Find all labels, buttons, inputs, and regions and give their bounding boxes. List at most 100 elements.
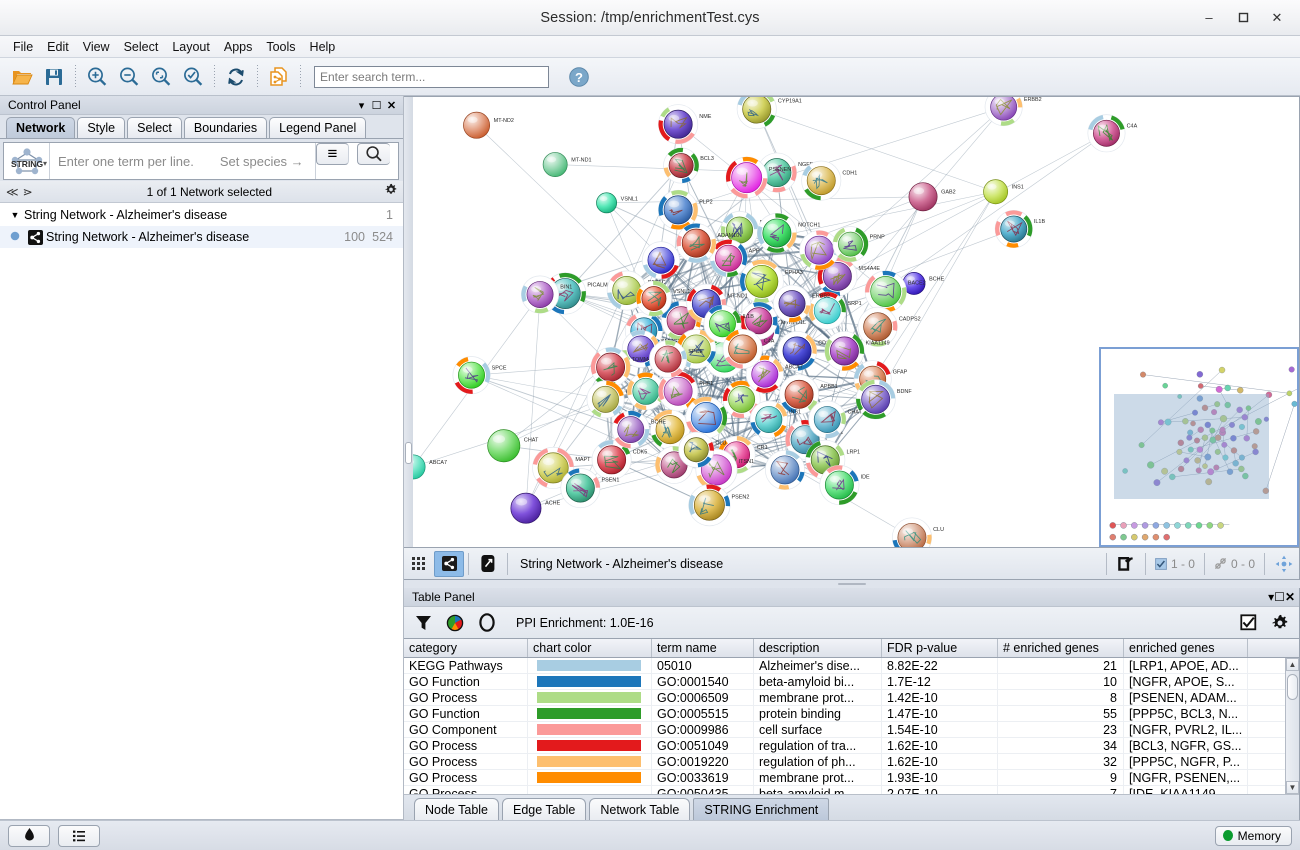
center-network-button[interactable] bbox=[1269, 551, 1299, 577]
network-node[interactable]: ADAM10 bbox=[676, 223, 740, 264]
network-node[interactable]: CHAT bbox=[487, 429, 539, 463]
column-header-term_name[interactable]: term name bbox=[652, 639, 754, 657]
menu-edit[interactable]: Edit bbox=[47, 39, 69, 54]
refresh-button[interactable] bbox=[220, 61, 252, 93]
zoom-out-button[interactable] bbox=[113, 61, 145, 93]
node-sphere[interactable] bbox=[681, 228, 711, 258]
network-node[interactable]: BCL3 bbox=[663, 147, 714, 184]
node-sphere[interactable] bbox=[908, 182, 938, 212]
enrichment-table[interactable]: category chart color term name description F… bbox=[404, 639, 1299, 794]
network-node[interactable]: PLP2 bbox=[658, 189, 713, 230]
network-node[interactable]: ACHE bbox=[510, 492, 561, 524]
table-row[interactable]: GO Function GO:0001540 beta-amyloid bi... 1… bbox=[404, 674, 1299, 690]
network-node[interactable]: MT-ND2 bbox=[463, 111, 514, 139]
donut-chart-button[interactable] bbox=[476, 611, 498, 635]
open-folder-button[interactable] bbox=[6, 61, 38, 93]
network-node[interactable]: GAB2 bbox=[908, 182, 956, 212]
network-node[interactable]: SRP1 bbox=[808, 291, 862, 330]
network-node[interactable]: C4A bbox=[1087, 114, 1138, 153]
table-row[interactable]: GO Process GO:0051049 regulation of tra...… bbox=[404, 738, 1299, 754]
column-header-n_genes[interactable]: # enriched genes bbox=[998, 639, 1124, 657]
menu-file[interactable]: File bbox=[13, 39, 34, 54]
birds-eye-view[interactable] bbox=[1099, 347, 1299, 547]
string-logo-icon[interactable]: STRING ▾ bbox=[4, 143, 50, 179]
node-sphere[interactable] bbox=[596, 352, 626, 382]
pie-chart-button[interactable] bbox=[444, 611, 466, 635]
network-node[interactable]: NOTCH1 bbox=[756, 213, 820, 254]
node-sphere[interactable] bbox=[487, 429, 521, 463]
node-sphere[interactable] bbox=[596, 192, 618, 214]
network-node[interactable]: INS1 bbox=[983, 179, 1024, 205]
node-sphere[interactable] bbox=[617, 416, 645, 444]
table-scrollbar-thumb[interactable] bbox=[1287, 674, 1298, 700]
node-sphere[interactable] bbox=[990, 97, 1018, 121]
network-node[interactable]: S1P bbox=[722, 380, 772, 419]
node-sphere[interactable] bbox=[813, 406, 841, 433]
task-list-button[interactable] bbox=[58, 824, 100, 847]
table-row[interactable]: GO Function GO:0005515 protein binding 1.47… bbox=[404, 706, 1299, 722]
string-options-button[interactable]: ≡ bbox=[316, 143, 349, 165]
network-node[interactable]: KIAA1149 bbox=[824, 330, 890, 371]
network-node[interactable]: APBB1 bbox=[779, 374, 838, 415]
network-node[interactable]: VSNL1 bbox=[635, 280, 690, 317]
node-sphere[interactable] bbox=[715, 244, 742, 272]
node-sphere[interactable] bbox=[663, 376, 693, 406]
network-node[interactable]: APOE bbox=[764, 449, 822, 490]
node-sphere[interactable] bbox=[861, 384, 891, 414]
network-graph[interactable]: MT-ND2 MT-ND1 VSNL1 GAB2 INS1 ABCA7 CHAT ACHE BC… bbox=[404, 97, 1299, 548]
string-view-button[interactable] bbox=[434, 550, 464, 577]
node-sphere[interactable] bbox=[683, 437, 709, 463]
network-node[interactable]: CDH1 bbox=[801, 160, 858, 201]
network-node[interactable]: PPP5C bbox=[606, 270, 666, 311]
node-sphere[interactable] bbox=[641, 286, 667, 312]
node-sphere[interactable] bbox=[762, 218, 792, 248]
node-sphere[interactable] bbox=[526, 281, 554, 309]
network-node[interactable]: BDNF bbox=[855, 379, 912, 420]
node-sphere[interactable] bbox=[647, 246, 675, 274]
node-sphere[interactable] bbox=[597, 445, 627, 475]
dropdown-caret-icon[interactable]: ▾ bbox=[42, 159, 47, 168]
network-node[interactable]: DLG4 bbox=[685, 396, 743, 439]
column-header-description[interactable]: description bbox=[754, 639, 882, 657]
network-nodes[interactable]: MT-ND2 MT-ND1 VSNL1 GAB2 INS1 ABCA7 CHAT ACHE BC… bbox=[404, 97, 1138, 548]
table-close-panel-icon[interactable]: ✕ bbox=[1284, 590, 1295, 604]
tab-legend-panel[interactable]: Legend Panel bbox=[269, 117, 367, 138]
table-row[interactable]: GO Process GO:0019220 regulation of ph... 1… bbox=[404, 754, 1299, 770]
network-node[interactable]: INS1 bbox=[749, 400, 801, 439]
table-float-panel-icon[interactable]: ☐ bbox=[1274, 590, 1285, 604]
menu-view[interactable]: View bbox=[82, 39, 110, 54]
node-sphere[interactable] bbox=[463, 111, 491, 139]
network-tree[interactable]: ▼ String Network - Alzheimer's disease 1 bbox=[0, 203, 403, 820]
scrollbar-thumb[interactable] bbox=[405, 442, 412, 464]
tab-select[interactable]: Select bbox=[127, 117, 182, 138]
node-sphere[interactable] bbox=[784, 379, 814, 409]
table-row[interactable]: GO Component GO:0009986 cell surface 1.54E-… bbox=[404, 722, 1299, 738]
column-header-category[interactable]: category bbox=[404, 639, 528, 657]
tab-network[interactable]: Network bbox=[6, 117, 76, 138]
string-search-button[interactable] bbox=[357, 143, 390, 165]
table-chevron-down-icon[interactable]: ▾ bbox=[1268, 590, 1275, 604]
tab-node-table[interactable]: Node Table bbox=[414, 798, 500, 820]
network-node[interactable]: EPHA3 bbox=[739, 259, 803, 304]
zoom-fit-button[interactable] bbox=[145, 61, 177, 93]
network-node[interactable]: PSENEN bbox=[725, 156, 791, 199]
node-sphere[interactable] bbox=[745, 307, 773, 335]
menu-layout[interactable]: Layout bbox=[172, 39, 210, 54]
network-node[interactable]: CHAT bbox=[808, 400, 863, 439]
network-settings-gear-icon[interactable] bbox=[384, 183, 398, 200]
annotation-button[interactable] bbox=[473, 551, 503, 577]
node-sphere[interactable] bbox=[804, 235, 834, 265]
export-image-button[interactable] bbox=[1111, 551, 1141, 577]
network-node[interactable]: BCHE bbox=[611, 410, 666, 449]
network-node[interactable]: ABCA7 bbox=[745, 355, 803, 394]
minimize-button[interactable]: – bbox=[1205, 10, 1213, 25]
menu-apps[interactable]: Apps bbox=[223, 39, 253, 54]
table-row[interactable]: GO Process GO:0050435 beta-amyloid m... 2.0… bbox=[404, 786, 1299, 794]
node-sphere[interactable] bbox=[755, 406, 783, 433]
network-node[interactable]: BCHE bbox=[902, 272, 945, 295]
node-sphere[interactable] bbox=[770, 455, 800, 485]
tree-row-network[interactable]: String Network - Alzheimer's disease 100… bbox=[0, 226, 403, 248]
node-sphere[interactable] bbox=[782, 336, 812, 366]
column-header-fdr[interactable]: FDR p-value bbox=[882, 639, 998, 657]
node-sphere[interactable] bbox=[813, 297, 841, 325]
